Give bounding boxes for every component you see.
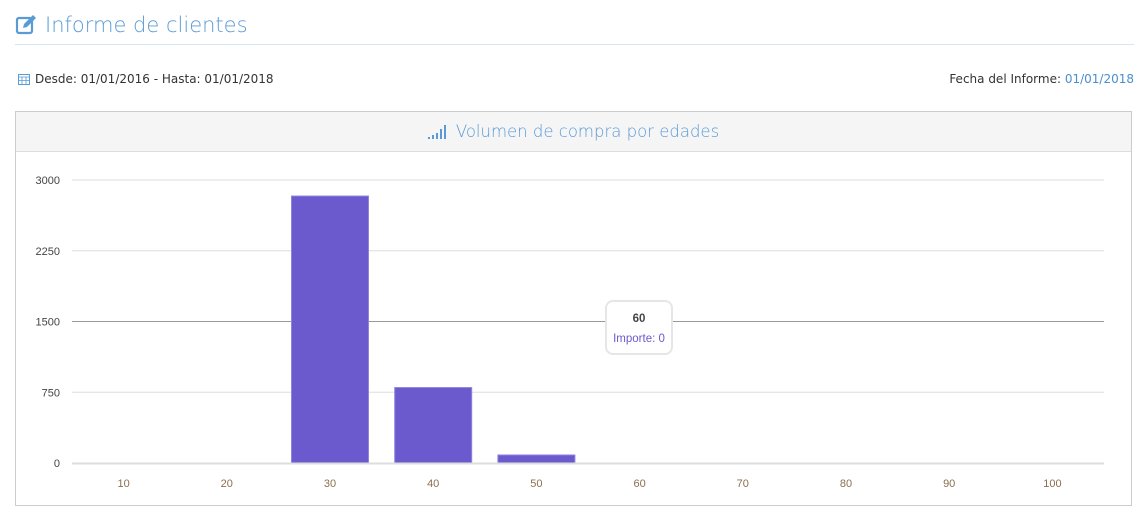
y-tick-label: 2250 [36, 246, 60, 258]
edit-icon [15, 15, 36, 35]
tooltip-value: Importe: 0 [613, 333, 665, 345]
report-date-value: 01/01/2018 [1064, 72, 1134, 86]
bar [497, 454, 576, 464]
signal-icon [427, 124, 446, 139]
chart-title: Volumen de compra por edades [455, 122, 720, 141]
tooltip-category: 60 [632, 313, 646, 325]
y-tick-label: 3000 [36, 175, 60, 187]
chart-panel-header: Volumen de compra por edades [16, 112, 1131, 152]
x-tick-label: 30 [324, 478, 336, 490]
page-title-text: Informe de clientes [45, 13, 248, 37]
x-tick-label: 90 [943, 478, 955, 490]
bar [394, 387, 473, 464]
x-tick-label: 20 [221, 478, 233, 490]
page-title: Informe de clientes [15, 13, 248, 37]
bar [291, 195, 369, 464]
y-tick-label: 0 [54, 458, 60, 470]
date-range: Desde: 01/01/2016 - Hasta: 01/01/2018 [18, 72, 274, 86]
date-range-text: Desde: 01/01/2016 - Hasta: 01/01/2018 [35, 72, 274, 86]
x-tick-label: 100 [1043, 478, 1061, 490]
chart-tooltip: 60 Importe: 0 [605, 300, 673, 355]
y-tick-label: 750 [42, 387, 60, 399]
y-tick-label: 1500 [36, 317, 60, 329]
chart-panel: Volumen de compra por edades [15, 111, 1132, 506]
x-tick-label: 10 [117, 478, 129, 490]
x-tick-label: 50 [530, 478, 542, 490]
report-date: Fecha del Informe: 01/01/2018 [949, 72, 1134, 86]
calendar-icon [18, 74, 30, 85]
report-date-label: Fecha del Informe: [949, 72, 1065, 86]
x-tick-label: 60 [633, 478, 645, 490]
divider [15, 44, 1134, 45]
x-tick-label: 80 [840, 478, 852, 490]
x-tick-label: 70 [737, 478, 749, 490]
x-tick-label: 40 [427, 478, 439, 490]
